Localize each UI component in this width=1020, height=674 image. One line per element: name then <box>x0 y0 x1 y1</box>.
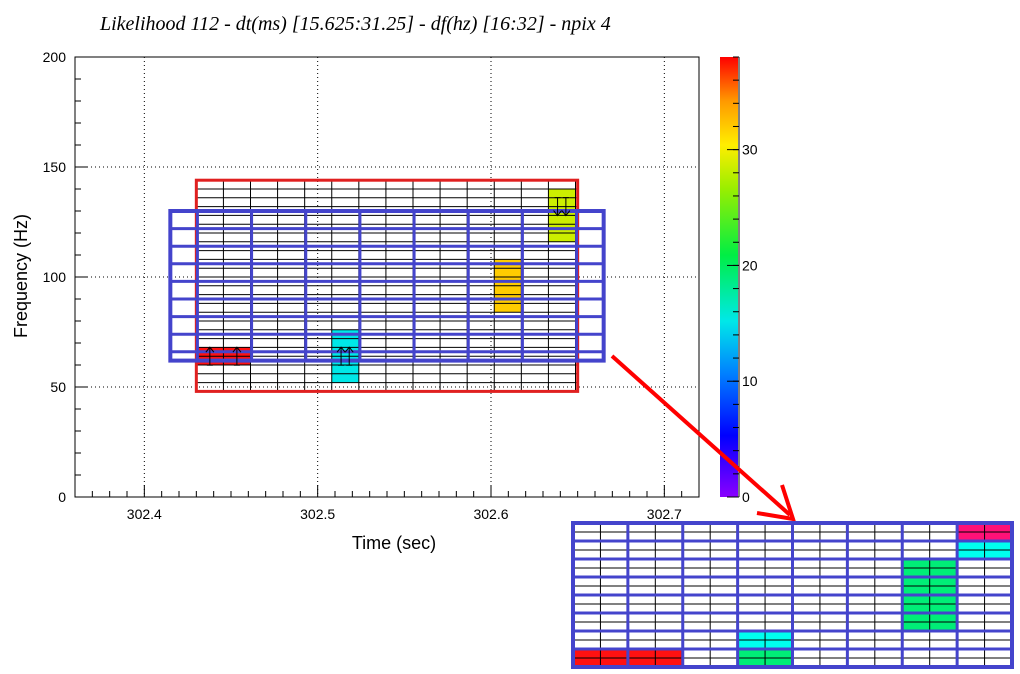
arrow-head <box>232 346 242 353</box>
inset-border <box>571 521 1014 669</box>
colorbar-tick-label: 30 <box>742 142 758 158</box>
y-axis-title: Frequency (Hz) <box>11 214 31 338</box>
y-tick-label: 200 <box>43 49 67 65</box>
chart-title: Likelihood 112 - dt(ms) [15.625:31.25] -… <box>99 13 611 35</box>
x-tick-label: 302.4 <box>127 506 162 522</box>
colorbar-tick-label: 0 <box>742 489 750 505</box>
arrow-head <box>336 346 346 353</box>
colorbar-gradient <box>720 57 738 497</box>
arrow-head <box>553 210 562 217</box>
y-tick-label: 50 <box>50 379 66 395</box>
x-tick-label: 302.6 <box>473 506 508 522</box>
connector-line <box>610 354 792 517</box>
zoom-inset-grid <box>571 521 1014 669</box>
y-tick-label: 150 <box>43 159 67 175</box>
polarization-arrows <box>205 197 571 366</box>
coarse-resolution-grid <box>168 209 606 363</box>
y-tick-label: 100 <box>43 269 67 285</box>
x-axis-title: Time (sec) <box>352 533 436 553</box>
y-tick-labels: 0 50 100 150 200 <box>43 49 67 505</box>
zoom-connector-arrow <box>610 354 796 522</box>
x-tick-label: 302.5 <box>300 506 335 522</box>
x-tick-labels: 302.4 302.5 302.6 302.7 <box>127 506 682 522</box>
x-tick-label: 302.7 <box>647 506 682 522</box>
y-tick-label: 0 <box>58 489 66 505</box>
arrow-head <box>344 346 354 353</box>
colorbar-tick-label: 20 <box>742 257 758 273</box>
connector-arrowhead <box>756 484 796 522</box>
axis-ticks <box>75 56 700 498</box>
arrow-head <box>205 346 215 353</box>
coarse-grid-border <box>168 209 606 363</box>
arrow-head <box>561 210 571 217</box>
colorbar-tick-label: 10 <box>742 373 758 389</box>
color-scale-bar: 0 10 20 30 <box>720 56 758 505</box>
